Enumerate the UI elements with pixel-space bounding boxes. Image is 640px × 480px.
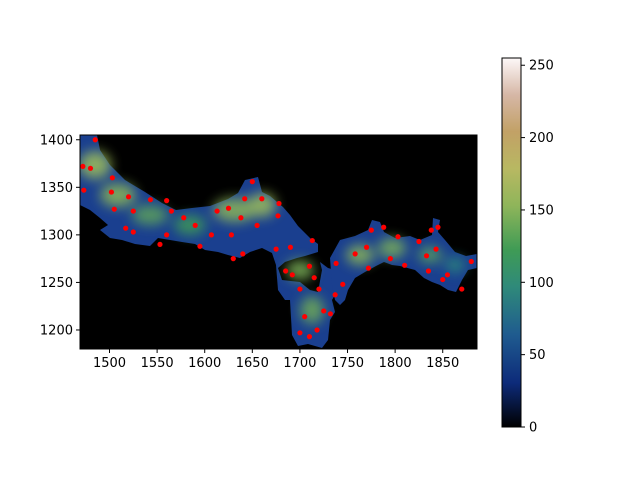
data-point	[428, 227, 434, 233]
data-point	[306, 263, 313, 269]
data-point	[352, 251, 358, 257]
colorbar-tick-label: 0	[529, 421, 537, 436]
colorbar-tick-label: 50	[529, 348, 546, 363]
terrain-region-east	[330, 218, 477, 305]
data-point	[130, 229, 136, 235]
data-point	[297, 286, 303, 292]
y-axis: 1200 1250 1300 1350 1400	[40, 133, 80, 338]
axes-frame	[79, 134, 478, 350]
y-tick-label: 1300	[40, 228, 73, 243]
data-point	[289, 272, 295, 278]
data-point	[365, 265, 372, 271]
data-point	[440, 276, 446, 283]
data-point	[363, 244, 370, 250]
data-point	[214, 208, 220, 214]
data-point	[254, 222, 260, 228]
data-point	[259, 196, 265, 202]
data-point	[444, 272, 451, 278]
y-tick-label: 1400	[40, 133, 73, 148]
data-point	[433, 246, 439, 252]
data-point	[327, 311, 333, 317]
data-point	[468, 258, 474, 265]
colorbar-tick-label: 150	[529, 203, 554, 218]
data-point	[309, 237, 315, 244]
data-point	[111, 206, 117, 212]
data-point	[297, 330, 303, 336]
data-point	[283, 268, 289, 274]
data-point	[238, 215, 244, 221]
data-point	[275, 213, 281, 219]
y-tick-label: 1350	[40, 181, 73, 196]
data-point	[435, 224, 441, 230]
data-point	[168, 208, 174, 214]
data-point	[240, 251, 246, 257]
data-point	[228, 232, 234, 238]
data-point	[181, 215, 187, 221]
data-point	[81, 187, 87, 193]
data-point	[230, 256, 236, 262]
data-point	[92, 137, 98, 143]
data-point	[276, 200, 282, 207]
data-point	[425, 268, 432, 274]
data-point	[423, 253, 430, 259]
data-point	[164, 198, 170, 204]
colorbar-tick-label: 250	[529, 59, 554, 74]
data-point	[311, 275, 317, 281]
data-point	[381, 224, 387, 230]
x-tick-label: 1600	[188, 356, 221, 371]
data-point	[87, 165, 94, 171]
colorbar-axis: 0 50 100 150 200 250	[521, 59, 554, 436]
data-point	[332, 292, 338, 298]
y-tick-label: 1250	[40, 276, 73, 291]
colorbar	[501, 57, 522, 428]
data-point	[287, 244, 294, 250]
data-point	[225, 205, 232, 211]
data-point	[192, 222, 198, 228]
x-tick-label: 1800	[379, 356, 412, 371]
data-point	[273, 246, 279, 252]
data-point	[157, 241, 163, 247]
x-tick-label: 1500	[93, 356, 126, 371]
data-point	[164, 232, 170, 238]
data-point	[249, 179, 255, 185]
data-point	[302, 314, 308, 320]
x-tick-label: 1700	[283, 356, 316, 371]
data-point	[242, 196, 248, 202]
data-point	[108, 189, 115, 195]
x-tick-label: 1650	[236, 356, 269, 371]
data-point	[321, 308, 327, 314]
data-point	[333, 260, 339, 266]
data-point	[80, 163, 86, 169]
data-point	[416, 238, 422, 245]
data-point	[125, 194, 132, 200]
data-point	[208, 232, 214, 238]
data-point	[402, 262, 408, 268]
data-point	[395, 234, 401, 240]
colorbar-tick-label: 100	[529, 276, 554, 291]
data-point	[109, 175, 115, 181]
data-point	[387, 256, 393, 262]
data-point	[147, 197, 154, 203]
data-point	[130, 208, 136, 214]
data-point	[197, 243, 203, 249]
x-axis: 1500 1550 1600 1650 1700 1750 1800 1850	[93, 349, 459, 371]
data-point	[459, 286, 465, 292]
data-point	[306, 334, 313, 340]
terrain-heatmap	[80, 135, 477, 348]
x-tick-label: 1550	[141, 356, 174, 371]
colorbar-tick-label: 200	[529, 131, 554, 146]
terrain-region	[80, 135, 338, 348]
data-point	[368, 227, 374, 233]
y-tick-label: 1200	[40, 323, 73, 338]
sample-points	[80, 137, 474, 340]
data-point	[316, 286, 322, 292]
data-point	[314, 327, 320, 333]
data-point	[123, 225, 129, 231]
data-point	[340, 281, 346, 287]
x-tick-label: 1850	[426, 356, 459, 371]
x-tick-label: 1750	[331, 356, 364, 371]
